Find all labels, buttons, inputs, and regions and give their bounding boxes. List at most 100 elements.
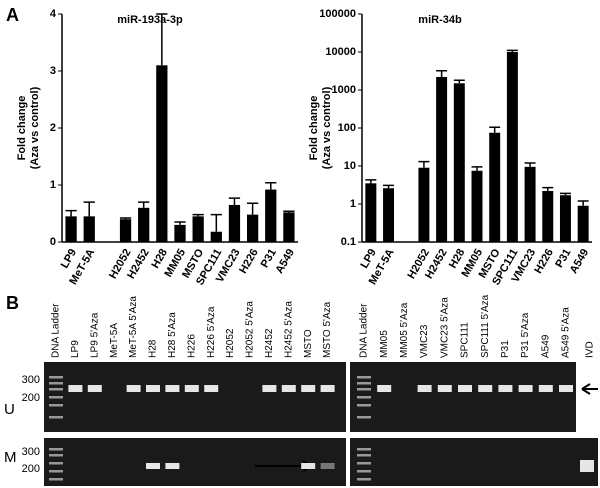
gel-band [68, 385, 83, 392]
row-label: M [4, 449, 17, 466]
bar [283, 212, 295, 242]
bar [471, 170, 483, 242]
size-label: 200 [22, 463, 40, 475]
gel-band [437, 385, 452, 392]
gel-band [518, 385, 533, 392]
bar [192, 216, 204, 242]
bar [436, 76, 448, 242]
lane-label: MM05 5'Aza [399, 302, 410, 358]
y-axis-label: Fold change [308, 96, 320, 161]
ladder-band [357, 448, 371, 451]
ladder-band [357, 388, 371, 391]
ladder-band [49, 448, 63, 451]
gel-band [538, 385, 553, 392]
ladder-band [49, 404, 63, 407]
y-tick-label: 4 [50, 8, 57, 20]
y-tick-label: 100 [338, 122, 356, 134]
error-bar [524, 162, 536, 167]
error-bar [471, 166, 483, 171]
ladder-band [49, 470, 63, 473]
lane-label: DNA Ladder [51, 303, 62, 358]
error-bar [365, 179, 377, 184]
bar [542, 190, 554, 242]
gel-band [146, 385, 160, 392]
lane-label: IVD [585, 341, 596, 358]
ladder-band [357, 396, 371, 399]
lane-label: P31 [500, 340, 511, 358]
ladder-band [49, 462, 63, 465]
bar [506, 52, 518, 242]
bar [559, 195, 571, 242]
lane-label: DNA Ladder [359, 303, 370, 358]
lane-label: H226 [186, 334, 197, 358]
bar [156, 65, 168, 242]
gel-u-right [350, 362, 576, 432]
ladder-band [49, 382, 63, 385]
size-label: 200 [22, 392, 40, 404]
ladder-band [49, 478, 63, 481]
row-label: U [4, 401, 15, 418]
arrow [581, 383, 598, 395]
gel-band [126, 385, 141, 392]
lane-label: MSTO 5'Aza [322, 301, 333, 358]
error-bar [83, 201, 95, 217]
gel-band [320, 385, 335, 392]
x-tick-label: H226 [532, 247, 556, 276]
lane-label: H2452 [264, 328, 275, 358]
error-bar [383, 184, 395, 189]
bar [365, 183, 377, 242]
lane-label: A549 [540, 334, 551, 358]
size-label: 300 [22, 446, 40, 458]
ladder-band [357, 470, 371, 473]
chart-title: miR-193a-3p [117, 14, 183, 26]
bar [65, 216, 77, 242]
gel-band [559, 385, 573, 392]
lane-label: LP9 5'Aza [89, 312, 100, 358]
bar [228, 204, 241, 242]
y-tick-label: 10 [344, 160, 356, 172]
error-bar [174, 221, 186, 225]
bar [577, 205, 589, 242]
lane-label: VMC23 5'Aza [439, 297, 450, 358]
ladder-band [49, 454, 63, 457]
lane-label: LP9 [70, 340, 81, 358]
lane-label: A549 5'Aza [561, 307, 572, 358]
bar [524, 166, 536, 242]
lane-label: MSTO [303, 329, 314, 358]
bar [453, 83, 465, 242]
lane-label: H2052 [225, 328, 236, 358]
error-bar [418, 160, 430, 168]
error-bar [577, 200, 589, 206]
lane-label: VMC23 [419, 324, 430, 358]
gel-m-right [350, 438, 576, 486]
ladder-band [49, 396, 63, 399]
ladder-band [357, 376, 371, 379]
gel-band [301, 463, 316, 469]
y-tick-label: 1000 [332, 84, 356, 96]
bar [265, 189, 277, 242]
bar [83, 216, 95, 242]
y-tick-label: 10000 [325, 46, 356, 58]
error-bar [156, 13, 168, 66]
bar [174, 224, 186, 242]
error-bar [453, 79, 465, 84]
ladder-band [357, 462, 371, 465]
lane-label: H226 5'Aza [206, 306, 217, 358]
gel-m-left [44, 438, 346, 486]
panel-label: A [6, 5, 19, 25]
x-tick-label: H226 [237, 247, 261, 276]
error-bar [138, 201, 150, 208]
lane-label: SPC111 [460, 322, 471, 358]
error-bar [192, 213, 204, 217]
ladder-band [49, 388, 63, 391]
ladder-band [357, 478, 371, 481]
lane-label: MeT-5A [109, 323, 120, 358]
bar [119, 219, 132, 242]
size-label: 300 [22, 374, 40, 386]
ladder-band [357, 404, 371, 407]
error-bar [436, 70, 448, 77]
x-tick-label: A549 [568, 247, 592, 276]
error-bar [559, 192, 571, 196]
lane-label: P31 5'Aza [520, 312, 531, 358]
